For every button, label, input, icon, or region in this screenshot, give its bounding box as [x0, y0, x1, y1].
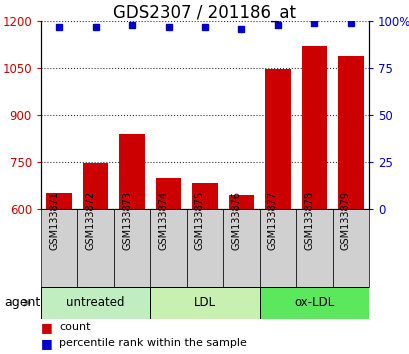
- Bar: [114, 209, 150, 287]
- Text: ■: ■: [41, 337, 53, 350]
- Bar: [192, 183, 217, 209]
- Bar: [222, 209, 259, 287]
- Bar: [295, 209, 332, 287]
- Text: ox-LDL: ox-LDL: [294, 296, 334, 309]
- Bar: [150, 209, 187, 287]
- Bar: [155, 178, 181, 209]
- Text: GSM133871: GSM133871: [49, 191, 59, 250]
- Text: GSM133878: GSM133878: [303, 191, 314, 250]
- Text: ■: ■: [41, 321, 53, 334]
- Bar: [332, 209, 368, 287]
- Text: LDL: LDL: [193, 296, 216, 309]
- Text: GSM133873: GSM133873: [122, 191, 132, 250]
- Bar: [77, 209, 114, 287]
- Text: percentile rank within the sample: percentile rank within the sample: [59, 338, 247, 348]
- Text: GSM133875: GSM133875: [195, 191, 204, 250]
- Text: GSM133872: GSM133872: [85, 191, 95, 250]
- Text: count: count: [59, 322, 91, 332]
- Text: untreated: untreated: [66, 296, 125, 309]
- Text: GSM133874: GSM133874: [158, 191, 168, 250]
- Bar: [83, 162, 108, 209]
- Text: GDS2307 / 201186_at: GDS2307 / 201186_at: [113, 4, 296, 22]
- Bar: [265, 69, 290, 209]
- Bar: [259, 209, 295, 287]
- Text: agent: agent: [4, 296, 40, 309]
- Bar: [150, 287, 259, 319]
- Bar: [228, 195, 254, 209]
- Bar: [41, 287, 150, 319]
- Bar: [337, 56, 363, 209]
- Text: GSM133876: GSM133876: [231, 191, 241, 250]
- Text: GSM133879: GSM133879: [340, 191, 350, 250]
- Bar: [301, 46, 326, 209]
- Text: GSM133877: GSM133877: [267, 191, 277, 250]
- Bar: [119, 134, 144, 209]
- Bar: [259, 287, 368, 319]
- Bar: [41, 209, 77, 287]
- Bar: [46, 193, 72, 209]
- Bar: [187, 209, 222, 287]
